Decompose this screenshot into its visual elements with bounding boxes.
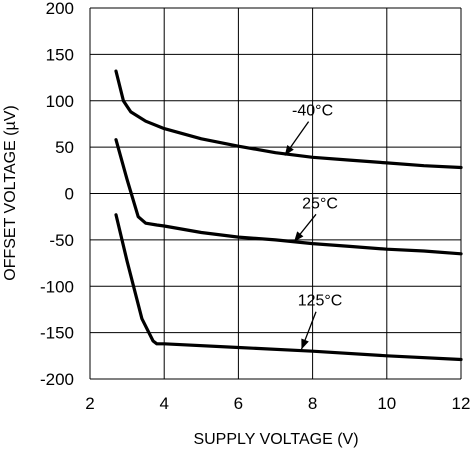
y-tick-label: 150 [46, 45, 74, 64]
x-tick-label: 12 [452, 394, 471, 413]
y-tick-label: 50 [55, 138, 74, 157]
tick-labels: 2 4 6 8 10 12 200 150 100 50 0 -50 -100 -150 -200 [40, 0, 470, 413]
series-annotation-label: 25°C [302, 195, 338, 212]
y-tick-label: -50 [49, 231, 74, 250]
y-tick-label: -200 [40, 370, 74, 389]
y-tick-label: -100 [40, 277, 74, 296]
annotation-arrowhead [301, 338, 309, 350]
annotation-arrowhead [294, 231, 304, 242]
annotation-arrowhead [284, 144, 294, 156]
y-axis-label: OFFSET VOLTAGE (µV) [2, 105, 19, 280]
y-tick-label: 200 [46, 0, 74, 18]
x-tick-label: 6 [234, 394, 243, 413]
series-annotation-label: -40°C [292, 103, 333, 120]
y-tick-label: -150 [40, 324, 74, 343]
series-line [114, 138, 463, 256]
x-tick-label: 4 [159, 394, 168, 413]
annotation-layer: -40°C 25°C 125°C [284, 103, 343, 350]
grid [89, 7, 462, 380]
series-line [114, 213, 463, 362]
x-tick-label: 2 [85, 394, 94, 413]
y-tick-label: 100 [46, 92, 74, 111]
x-tick-label: 10 [377, 394, 396, 413]
series-layer [114, 69, 463, 362]
series-line [114, 69, 463, 170]
y-tick-label: 0 [65, 185, 74, 204]
x-axis-label: SUPPLY VOLTAGE (V) [193, 431, 358, 448]
x-tick-label: 8 [308, 394, 317, 413]
series-annotation-label: 125°C [298, 293, 343, 310]
